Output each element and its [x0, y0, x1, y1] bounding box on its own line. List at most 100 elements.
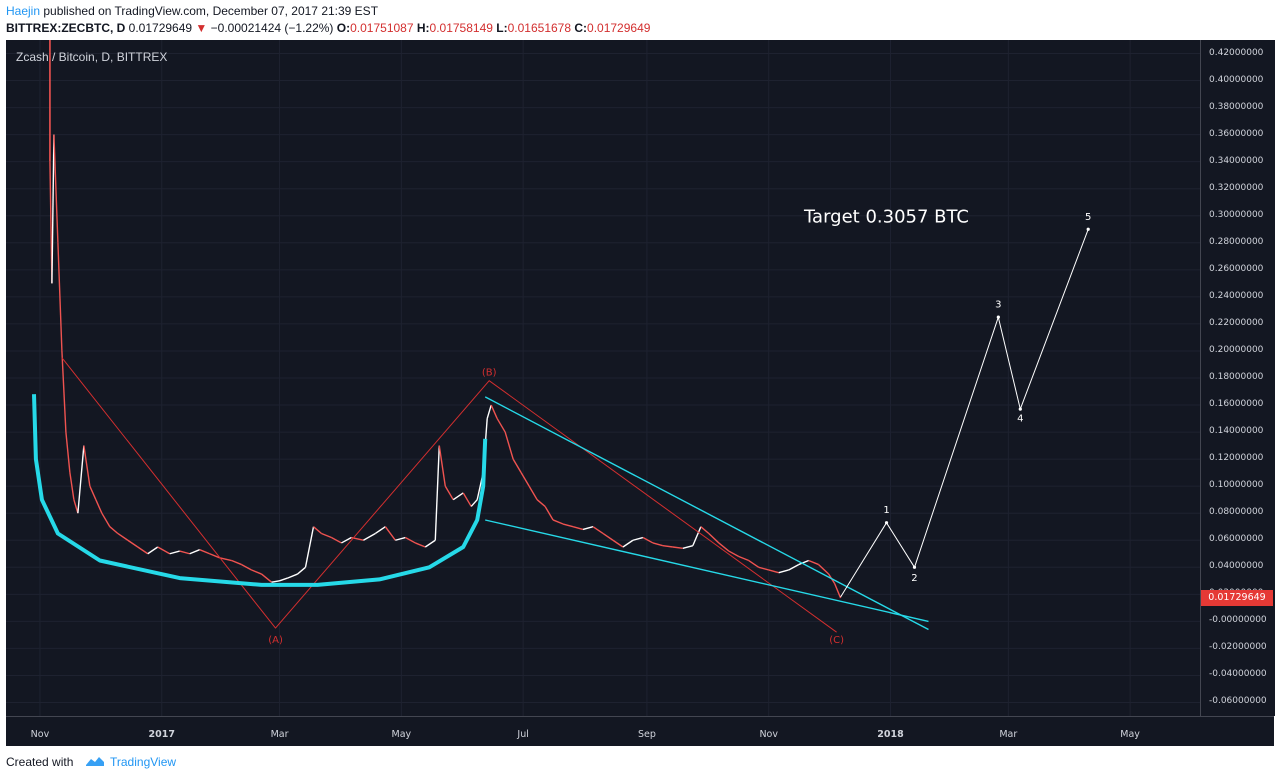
price-segment — [404, 536, 416, 544]
tradingview-link[interactable]: TradingView — [110, 755, 177, 769]
price-segment — [157, 546, 171, 555]
y-tick-label: -0.06000000 — [1209, 696, 1267, 707]
price-segment — [231, 559, 242, 566]
price-segment — [117, 532, 129, 541]
x-tick-label: Sep — [637, 729, 656, 740]
price-segment — [189, 549, 200, 555]
price-segment — [512, 458, 522, 473]
price-segment — [662, 544, 673, 548]
price-segment — [395, 536, 406, 541]
y-tick-label: 0.04000000 — [1209, 561, 1264, 572]
high-label: H: — [416, 21, 430, 35]
price-change: −0.00021424 (−1.22%) — [210, 21, 334, 35]
y-tick-label: 0.26000000 — [1209, 263, 1264, 274]
price-segment — [65, 432, 71, 473]
current-price-badge: 0.01729649 — [1201, 589, 1273, 606]
price-segment — [738, 555, 750, 562]
chart-header: Haejin published on TradingView.com, Dec… — [0, 0, 1280, 40]
x-tick-label: May — [1120, 729, 1140, 740]
price-segment — [179, 550, 190, 555]
y-tick-label: 0.28000000 — [1209, 236, 1264, 247]
price-segment — [287, 573, 298, 579]
price-segment — [728, 550, 740, 558]
price-segment — [486, 404, 492, 419]
high-value: 0.01758149 — [429, 21, 493, 35]
price-segment — [69, 472, 75, 500]
price-chart[interactable]: (A) (B) (C) 1 2 3 4 5 Target 0.3057 BTC Zcash / … — [6, 40, 1200, 716]
wave-label-b: (B) — [482, 367, 497, 378]
price-axis[interactable]: 0.42000000 0.40000000 0.38000000 0.36000000… — [1200, 40, 1275, 716]
price-segment — [592, 526, 604, 535]
price-segment — [582, 526, 594, 531]
price-segment — [415, 542, 426, 548]
price-segment — [261, 573, 272, 583]
price-segment — [109, 526, 119, 535]
price-segment — [57, 242, 63, 351]
price-segment — [241, 563, 252, 571]
price-segment — [536, 499, 546, 507]
author-link[interactable]: Haejin — [6, 4, 41, 18]
price-segment — [652, 542, 664, 547]
cup-curve — [32, 394, 488, 587]
elliott-correction-line — [61, 357, 837, 633]
price-segment — [758, 566, 769, 571]
x-tick-label: Nov — [759, 729, 778, 740]
price-segment — [470, 499, 478, 507]
x-tick-label: May — [391, 729, 412, 740]
wedge-line-1 — [484, 396, 929, 631]
price-segment — [271, 580, 280, 583]
price-segment — [602, 532, 614, 541]
price-segment — [304, 526, 315, 568]
price-segment — [137, 546, 149, 555]
y-tick-label: 0.20000000 — [1209, 344, 1264, 355]
price-segment — [251, 569, 262, 575]
price-segment — [642, 536, 654, 544]
projection-label-5: 5 — [1085, 212, 1091, 223]
price-segment — [718, 542, 730, 552]
price-segment — [632, 536, 644, 541]
y-tick-label: 0.14000000 — [1209, 426, 1264, 437]
down-arrow-icon: ▼ — [195, 21, 208, 35]
y-tick-label: 0.16000000 — [1209, 399, 1264, 410]
price-segment — [53, 134, 59, 243]
projection-point — [1086, 227, 1090, 231]
last-price: 0.01729649 — [128, 21, 193, 35]
x-tick-label: Mar — [270, 729, 289, 740]
price-segment — [528, 485, 538, 501]
y-tick-label: 0.40000000 — [1209, 74, 1264, 85]
price-segment — [384, 526, 396, 541]
price-segment — [462, 492, 472, 507]
y-tick-label: 0.34000000 — [1209, 155, 1264, 166]
y-tick-label: 0.12000000 — [1209, 453, 1264, 464]
price-segment — [490, 404, 498, 419]
price-segment — [438, 445, 446, 487]
y-tick-label: 0.08000000 — [1209, 507, 1264, 518]
tradingview-logo-icon — [86, 757, 104, 766]
y-tick-label: 0.38000000 — [1209, 101, 1264, 112]
chart-plot[interactable]: (A) (B) (C) 1 2 3 4 5 Target 0.3057 BTC — [6, 40, 1200, 716]
price-segment — [313, 526, 322, 535]
price-segment — [504, 431, 514, 460]
projection-label-2: 2 — [911, 573, 917, 584]
ohlc-info: BITTREX:ZECBTC, D 0.01729649 ▼ −0.000214… — [6, 21, 650, 35]
y-tick-label: -0.02000000 — [1209, 642, 1267, 653]
low-label: L: — [496, 21, 508, 35]
published-text: published on TradingView.com, December 0… — [40, 4, 379, 18]
close-label: C: — [574, 21, 588, 35]
price-segment — [279, 577, 288, 582]
price-segment — [83, 445, 91, 487]
projection-label-3: 3 — [995, 300, 1001, 311]
y-tick-label: 0.22000000 — [1209, 317, 1264, 328]
price-segment — [788, 563, 800, 571]
price-segment — [444, 485, 454, 501]
price-segment — [374, 526, 386, 535]
x-tick-label: Jul — [517, 729, 529, 740]
x-tick-label: 2018 — [877, 729, 904, 740]
y-tick-label: 0.30000000 — [1209, 209, 1264, 220]
time-axis[interactable]: Nov 2017 Mar May Jul Sep Nov 2018 Mar May — [6, 716, 1274, 747]
wave-label-a: (A) — [268, 635, 283, 646]
price-segment — [552, 519, 564, 525]
price-segment — [321, 532, 332, 539]
price-segment — [61, 350, 67, 433]
x-tick-label: 2017 — [148, 729, 175, 740]
